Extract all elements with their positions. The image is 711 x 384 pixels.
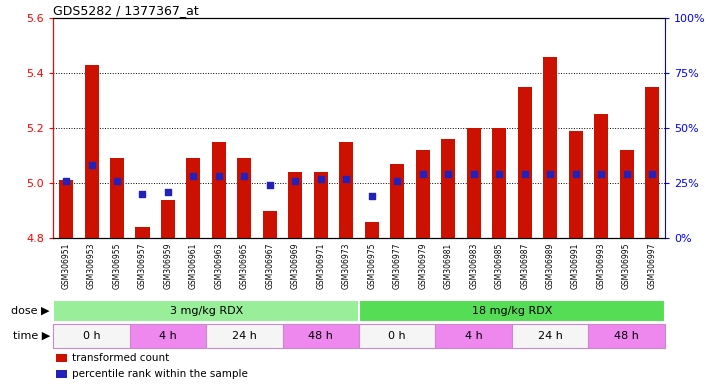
Bar: [263, 210, 277, 238]
Point: [366, 193, 378, 199]
Bar: [339, 142, 353, 238]
Bar: [518, 87, 532, 238]
Text: 48 h: 48 h: [614, 331, 639, 341]
Bar: [569, 131, 582, 238]
Point: [595, 171, 606, 177]
Bar: [619, 150, 634, 238]
Point: [417, 171, 429, 177]
Text: GSM306977: GSM306977: [392, 243, 402, 290]
Bar: [206, 324, 283, 348]
Text: GSM306987: GSM306987: [520, 243, 529, 290]
Text: GSM306953: GSM306953: [87, 243, 96, 290]
Bar: [110, 158, 124, 238]
Text: GSM306975: GSM306975: [368, 243, 376, 290]
Bar: [390, 164, 405, 238]
Text: GSM306965: GSM306965: [240, 243, 249, 290]
Text: GSM306993: GSM306993: [597, 243, 606, 290]
Point: [60, 178, 72, 184]
Point: [315, 175, 326, 182]
Text: GSM306979: GSM306979: [418, 243, 427, 290]
Text: GDS5282 / 1377367_at: GDS5282 / 1377367_at: [53, 4, 199, 17]
Point: [341, 175, 352, 182]
Text: GSM306991: GSM306991: [571, 243, 580, 290]
Bar: [237, 158, 252, 238]
Point: [137, 191, 148, 197]
Point: [213, 174, 225, 180]
Point: [188, 174, 199, 180]
Point: [162, 189, 173, 195]
Text: GSM306995: GSM306995: [622, 243, 631, 290]
Text: GSM306971: GSM306971: [316, 243, 326, 290]
Bar: [645, 87, 659, 238]
Bar: [85, 65, 99, 238]
Bar: [589, 324, 665, 348]
Text: GSM306951: GSM306951: [62, 243, 70, 290]
Bar: [53, 324, 129, 348]
Point: [392, 178, 403, 184]
Bar: [365, 222, 379, 238]
Point: [545, 171, 556, 177]
Text: 48 h: 48 h: [309, 331, 333, 341]
Bar: [129, 324, 206, 348]
Text: GSM306957: GSM306957: [138, 243, 147, 290]
Point: [112, 178, 123, 184]
Text: GSM306973: GSM306973: [342, 243, 351, 290]
Text: 24 h: 24 h: [538, 331, 562, 341]
Bar: [53, 300, 359, 322]
Text: 0 h: 0 h: [388, 331, 406, 341]
Text: 4 h: 4 h: [465, 331, 483, 341]
Text: GSM306985: GSM306985: [495, 243, 503, 290]
Point: [442, 171, 454, 177]
Bar: [161, 200, 175, 238]
Bar: [543, 56, 557, 238]
Text: dose ▶: dose ▶: [11, 306, 50, 316]
Point: [86, 162, 97, 169]
Bar: [594, 114, 608, 238]
Bar: [466, 128, 481, 238]
Text: 18 mg/kg RDX: 18 mg/kg RDX: [471, 306, 552, 316]
Point: [239, 174, 250, 180]
Text: 0 h: 0 h: [82, 331, 100, 341]
Point: [646, 171, 658, 177]
Text: 4 h: 4 h: [159, 331, 177, 341]
Bar: [442, 139, 455, 238]
Text: GSM306967: GSM306967: [265, 243, 274, 290]
Bar: [56, 370, 68, 378]
Text: GSM306983: GSM306983: [469, 243, 479, 290]
Text: GSM306997: GSM306997: [648, 243, 656, 290]
Text: transformed count: transformed count: [72, 353, 169, 363]
Point: [493, 171, 505, 177]
Point: [519, 171, 530, 177]
Bar: [136, 227, 149, 238]
Bar: [212, 142, 226, 238]
Text: GSM306963: GSM306963: [215, 243, 223, 290]
Text: 24 h: 24 h: [232, 331, 257, 341]
Text: GSM306989: GSM306989: [545, 243, 555, 290]
Bar: [359, 324, 435, 348]
Text: GSM306969: GSM306969: [291, 243, 300, 290]
Bar: [416, 150, 429, 238]
Point: [264, 182, 276, 188]
Text: GSM306955: GSM306955: [112, 243, 122, 290]
Text: GSM306961: GSM306961: [189, 243, 198, 290]
Text: time ▶: time ▶: [13, 331, 50, 341]
Bar: [289, 172, 302, 238]
Bar: [59, 180, 73, 238]
Text: GSM306959: GSM306959: [164, 243, 173, 290]
Bar: [492, 128, 506, 238]
Bar: [283, 324, 359, 348]
Bar: [56, 354, 68, 362]
Bar: [359, 300, 665, 322]
Point: [468, 171, 479, 177]
Text: percentile rank within the sample: percentile rank within the sample: [72, 369, 247, 379]
Text: GSM306981: GSM306981: [444, 243, 453, 289]
Point: [621, 171, 632, 177]
Bar: [314, 172, 328, 238]
Bar: [435, 324, 512, 348]
Point: [289, 178, 301, 184]
Point: [570, 171, 582, 177]
Text: 3 mg/kg RDX: 3 mg/kg RDX: [169, 306, 243, 316]
Bar: [512, 324, 589, 348]
Bar: [186, 158, 201, 238]
